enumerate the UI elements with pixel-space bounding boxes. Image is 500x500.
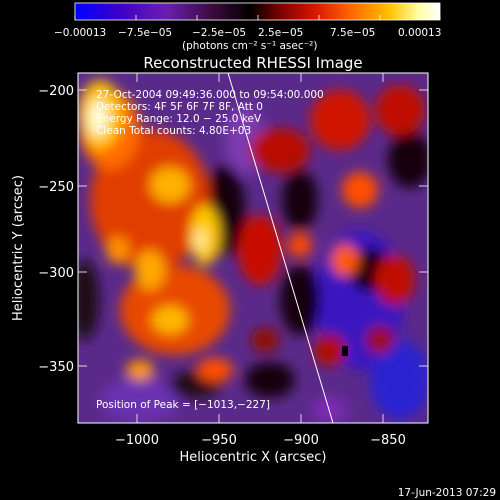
- colorbar-ticks: [74, 15, 441, 20]
- footer-date: 17-Jun-2013 07:29: [398, 487, 496, 499]
- energy-range-text: Energy Range: 12.0 − 25.0 keV: [96, 113, 262, 125]
- peak-position-text: Position of Peak = [−1013,−227]: [96, 399, 270, 411]
- y-tick-label: −350: [38, 360, 74, 375]
- plot-frame: [77, 72, 429, 424]
- y-axis-label: Heliocentric Y (arcsec): [11, 175, 26, 321]
- x-tick-label: −950: [201, 433, 237, 448]
- total-counts-text: Clean Total counts: 4.80E+03: [96, 125, 251, 137]
- colorbar-tick-label: −2.5e−05: [192, 27, 246, 39]
- y-axis-ticks: [78, 89, 428, 367]
- y-tick-label: −300: [38, 266, 74, 281]
- colorbar-tick-label: 7.5e−05: [330, 27, 375, 39]
- colorbar-unit-label: (photons cm⁻² s⁻¹ asec⁻²): [182, 40, 317, 52]
- colorbar: [74, 2, 441, 21]
- image-title: Reconstructed RHESSI Image: [143, 54, 362, 72]
- x-axis-ticks: [136, 73, 384, 423]
- x-tick-label: −900: [283, 433, 319, 448]
- colorbar-tick-label: 2.5e−05: [258, 27, 303, 39]
- colorbar-tick-label: 0.00013: [398, 27, 441, 39]
- limb-line: [227, 73, 334, 423]
- colorbar-tick-label: −0.00013: [54, 27, 106, 39]
- x-tick-label: −1000: [115, 433, 159, 448]
- time-range-text: 27-Oct-2004 09:49:36.000 to 09:54:00.000: [96, 89, 324, 101]
- rhessi-image: [78, 73, 428, 423]
- x-tick-label: −850: [370, 433, 406, 448]
- x-axis-label: Heliocentric X (arcsec): [180, 450, 327, 465]
- detectors-text: Detectors: 4F 5F 6F 7F 8F, Att 0: [96, 101, 263, 113]
- y-tick-label: −250: [38, 180, 74, 195]
- colorbar-tick-label: −7.5e−05: [118, 27, 172, 39]
- peak-marker: [342, 346, 348, 356]
- y-tick-label: −200: [38, 84, 74, 99]
